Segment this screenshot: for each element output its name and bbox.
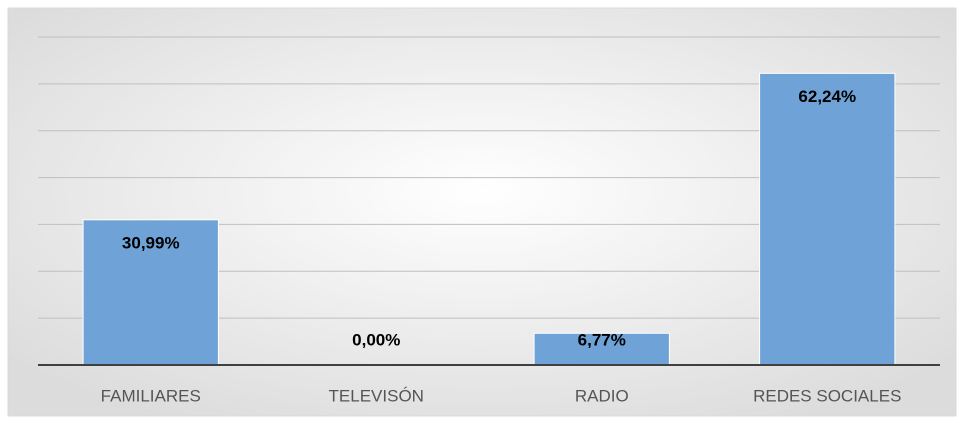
data-label: 30,99% [122, 233, 180, 252]
x-tick-label: REDES SOCIALES [753, 386, 901, 405]
bar [533, 332, 670, 366]
data-label: 0,00% [352, 330, 400, 349]
x-tick-label: RADIO [575, 386, 629, 405]
bar [759, 72, 896, 366]
x-tick-label: TELEVISÓN [329, 386, 424, 405]
data-label: 6,77% [578, 330, 626, 349]
data-label: 62,24% [798, 87, 856, 106]
bar [82, 219, 219, 366]
x-tick-label: FAMILIARES [101, 386, 201, 405]
